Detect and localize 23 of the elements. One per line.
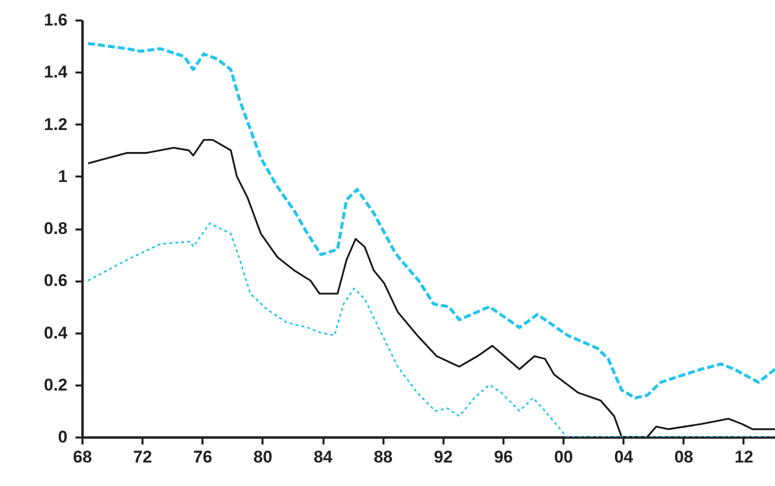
y-tick-label: 0.6 [44,271,68,290]
y-tick-label: 0.2 [44,375,68,394]
y-tick-label: 1 [58,166,68,186]
x-tick-label: 96 [494,448,513,466]
y-tick-label: 0.8 [44,219,68,238]
x-tick-label: 88 [374,448,393,466]
line-series [86,42,775,400]
x-tick-label: 04 [614,448,634,466]
y-tick-label: 1.6 [44,10,68,30]
x-tick-label: 84 [314,448,334,466]
x-tick-label: 68 [73,448,92,466]
line-series [87,222,775,437]
x-tick-label: 12 [734,448,754,466]
x-tick-label: 72 [133,448,152,466]
y-tick-label: 0 [58,428,68,446]
y-tick-label: 0.4 [44,323,68,342]
x-tick-label: 80 [253,448,272,466]
x-tick-label: 00 [554,448,573,466]
x-tick-label: 76 [193,448,212,466]
y-tick-label: 1.4 [44,62,68,82]
x-tick-label: 92 [434,448,453,466]
x-tick-label: 08 [674,448,694,466]
y-tick-label: 1.2 [44,114,68,134]
